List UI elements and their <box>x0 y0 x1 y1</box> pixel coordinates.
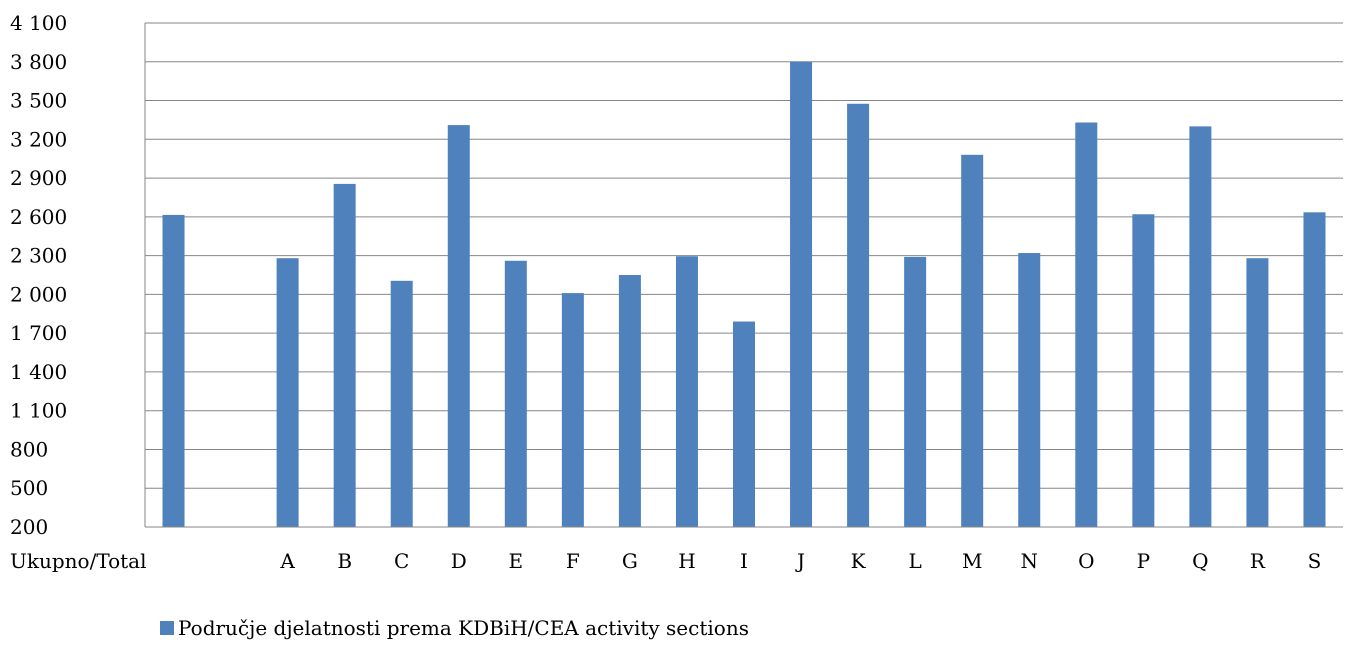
y-tick-label: 1 700 <box>10 321 67 345</box>
x-axis-ticks: Ukupno/Total A B C D E F G H I J K L M N O P Q R S <box>10 549 1321 573</box>
y-tick-label: 500 <box>10 476 48 500</box>
x-tick-label: G <box>622 549 638 573</box>
x-tick-label: Q <box>1192 549 1208 573</box>
bar <box>504 260 527 527</box>
x-tick-label: C <box>394 549 409 573</box>
bar <box>390 280 413 527</box>
bar <box>904 256 927 527</box>
bar <box>1246 258 1269 527</box>
bar <box>961 154 984 528</box>
bar <box>1303 212 1326 528</box>
x-tick-label: S <box>1308 549 1322 573</box>
legend-label: Područje djelatnosti prema KDBiH/CEA act… <box>178 616 749 640</box>
y-axis-ticks: 200 500 800 1 100 1 400 1 700 2 000 2 300 2 600 2… <box>10 11 67 539</box>
y-tick-label: 800 <box>10 437 48 461</box>
bar <box>447 125 470 527</box>
x-tick-label: F <box>566 549 580 573</box>
bar <box>790 61 813 528</box>
bar <box>675 256 698 527</box>
x-tick-label: H <box>678 549 695 573</box>
x-tick-label: M <box>962 549 982 573</box>
bar <box>333 183 356 527</box>
x-tick-label: E <box>509 549 524 573</box>
bar <box>733 321 755 527</box>
x-tick-label: K <box>851 549 867 573</box>
x-tick-label: D <box>451 549 467 573</box>
legend: Područje djelatnosti prema KDBiH/CEA act… <box>160 616 749 640</box>
y-tick-label: 2 900 <box>10 166 67 190</box>
y-tick-label: 2 300 <box>10 244 67 268</box>
y-tick-label: 3 200 <box>10 127 67 151</box>
y-tick-label: 3 800 <box>10 50 67 74</box>
y-tick-label: 200 <box>10 515 48 539</box>
x-tick-label: A <box>279 549 295 573</box>
x-tick-label: I <box>740 549 748 573</box>
y-tick-label: 4 100 <box>10 11 67 35</box>
x-tick-label: P <box>1137 549 1150 573</box>
y-tick-label: 2 600 <box>10 205 67 229</box>
y-tick-label: 3 500 <box>10 89 67 113</box>
bar <box>618 275 641 527</box>
x-tick-label: J <box>795 549 805 573</box>
bar <box>1075 122 1098 527</box>
bar <box>162 214 185 527</box>
x-tick-label: O <box>1078 549 1094 573</box>
x-tick-label: B <box>337 549 352 573</box>
axes <box>144 23 1343 528</box>
x-tick-label: N <box>1020 549 1038 573</box>
bar <box>561 293 584 527</box>
bar <box>1018 253 1041 527</box>
y-tick-label: 1 400 <box>10 360 67 384</box>
bar <box>276 258 299 527</box>
x-tick-label: Ukupno/Total <box>10 549 147 573</box>
legend-swatch <box>160 621 174 635</box>
x-tick-label: L <box>909 549 922 573</box>
bars <box>162 61 1326 528</box>
y-tick-label: 2 000 <box>10 282 67 306</box>
bar <box>1132 214 1155 527</box>
x-tick-label: R <box>1250 549 1266 573</box>
bar <box>847 103 870 528</box>
bar <box>1189 126 1212 527</box>
y-tick-label: 1 100 <box>10 399 67 423</box>
